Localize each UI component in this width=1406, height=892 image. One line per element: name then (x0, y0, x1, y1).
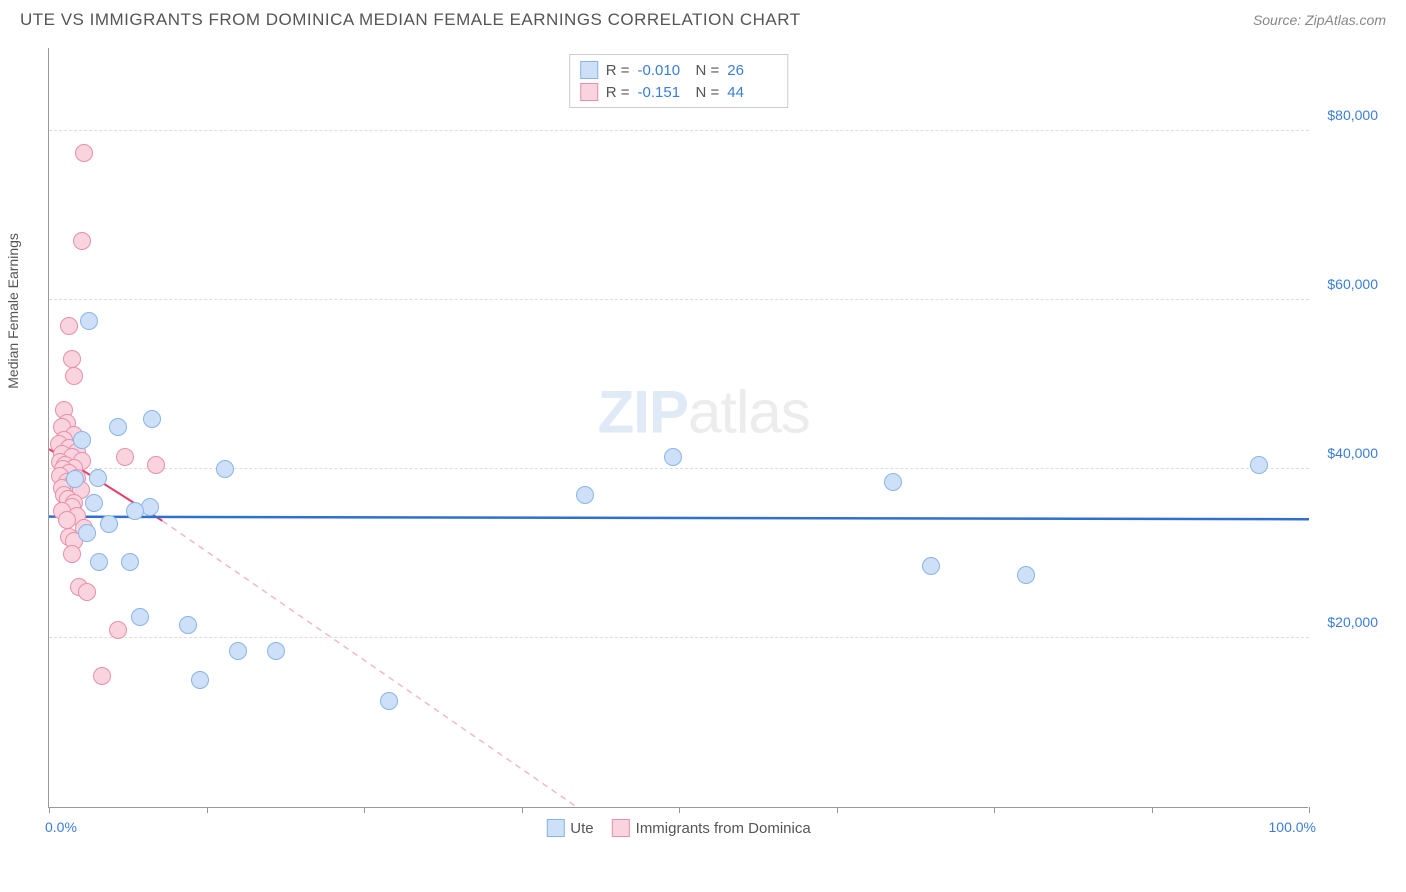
y-tick-label: $40,000 (1318, 445, 1378, 461)
scatter-point (75, 144, 93, 162)
r-value-dominica: -0.151 (638, 84, 688, 101)
scatter-point (380, 692, 398, 710)
y-tick-label: $20,000 (1318, 614, 1378, 630)
swatch-dominica-icon (612, 819, 630, 837)
grid-line-h (49, 130, 1309, 131)
scatter-point (143, 410, 161, 428)
scatter-point (147, 456, 165, 474)
legend-label-dominica: Immigrants from Dominica (636, 820, 811, 837)
scatter-point (109, 418, 127, 436)
scatter-point (229, 642, 247, 660)
scatter-point (65, 367, 83, 385)
scatter-point (116, 448, 134, 466)
scatter-point (63, 545, 81, 563)
y-axis-title: Median Female Earnings (5, 233, 21, 389)
scatter-point (884, 473, 902, 491)
scatter-point (922, 557, 940, 575)
legend-item-dominica: Immigrants from Dominica (612, 819, 811, 837)
legend-item-ute: Ute (546, 819, 593, 837)
watermark: ZIPatlas (598, 378, 810, 447)
scatter-point (78, 583, 96, 601)
header: UTE VS IMMIGRANTS FROM DOMINICA MEDIAN F… (0, 0, 1406, 34)
regression-lines (49, 48, 1309, 808)
r-label: R = (606, 84, 630, 101)
source-attribution: Source: ZipAtlas.com (1253, 12, 1386, 28)
scatter-point (66, 470, 84, 488)
x-tick (49, 807, 50, 813)
chart-container: Median Female Earnings ZIPatlas R = -0.0… (48, 48, 1388, 838)
x-tick (679, 807, 680, 813)
scatter-point (121, 553, 139, 571)
scatter-point (131, 608, 149, 626)
scatter-point (89, 469, 107, 487)
scatter-point (216, 460, 234, 478)
bottom-legend: Ute Immigrants from Dominica (546, 819, 810, 837)
scatter-point (73, 431, 91, 449)
r-label: R = (606, 62, 630, 79)
legend-label-ute: Ute (570, 820, 593, 837)
scatter-point (126, 502, 144, 520)
r-value-ute: -0.010 (638, 62, 688, 79)
scatter-point (73, 232, 91, 250)
scatter-point (1017, 566, 1035, 584)
scatter-point (179, 616, 197, 634)
x-axis-max-label: 100.0% (1269, 819, 1316, 835)
scatter-point (109, 621, 127, 639)
scatter-point (664, 448, 682, 466)
scatter-point (80, 312, 98, 330)
scatter-point (576, 486, 594, 504)
rn-legend: R = -0.010 N = 26 R = -0.151 N = 44 (569, 54, 789, 108)
scatter-point (85, 494, 103, 512)
grid-line-h (49, 468, 1309, 469)
x-tick (207, 807, 208, 813)
n-value-ute: 26 (727, 62, 777, 79)
y-tick-label: $60,000 (1318, 276, 1378, 292)
rn-row-ute: R = -0.010 N = 26 (580, 59, 778, 81)
n-label: N = (696, 62, 720, 79)
scatter-point (63, 350, 81, 368)
scatter-point (90, 553, 108, 571)
scatter-point (78, 524, 96, 542)
scatter-point (141, 498, 159, 516)
x-tick (1309, 807, 1310, 813)
swatch-dominica (580, 83, 598, 101)
n-value-dominica: 44 (727, 84, 777, 101)
x-tick (522, 807, 523, 813)
scatter-point (100, 515, 118, 533)
scatter-point (93, 667, 111, 685)
grid-line-h (49, 299, 1309, 300)
grid-line-h (49, 637, 1309, 638)
n-label: N = (696, 84, 720, 101)
swatch-ute-icon (546, 819, 564, 837)
rn-row-dominica: R = -0.151 N = 44 (580, 81, 778, 103)
x-tick (1152, 807, 1153, 813)
swatch-ute (580, 61, 598, 79)
x-tick (837, 807, 838, 813)
scatter-point (60, 317, 78, 335)
plot-area: ZIPatlas R = -0.010 N = 26 R = -0.151 N … (48, 48, 1308, 808)
watermark-bold: ZIP (598, 379, 688, 446)
chart-title: UTE VS IMMIGRANTS FROM DOMINICA MEDIAN F… (20, 10, 801, 30)
scatter-point (267, 642, 285, 660)
scatter-point (58, 511, 76, 529)
x-tick (994, 807, 995, 813)
watermark-rest: atlas (688, 379, 810, 446)
y-tick-label: $80,000 (1318, 107, 1378, 123)
x-axis-min-label: 0.0% (45, 819, 77, 835)
scatter-point (191, 671, 209, 689)
scatter-point (1250, 456, 1268, 474)
x-tick (364, 807, 365, 813)
